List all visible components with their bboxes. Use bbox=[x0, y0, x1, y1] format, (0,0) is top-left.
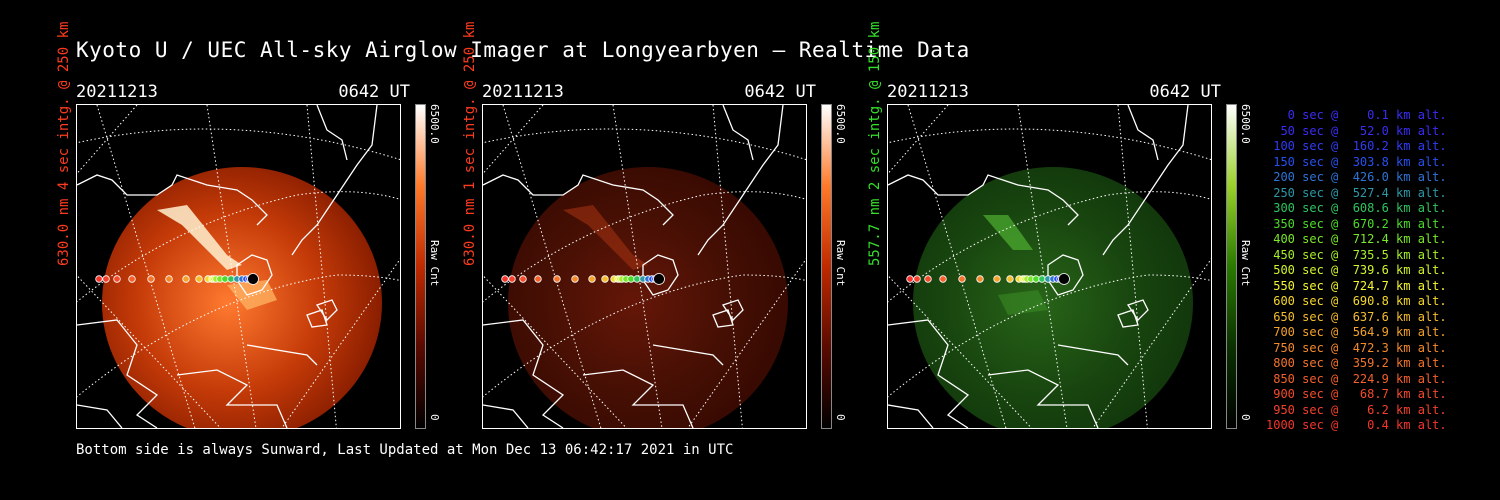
trajectory-point bbox=[519, 275, 527, 283]
allsky-map bbox=[887, 104, 1212, 429]
map-graticule bbox=[483, 105, 806, 428]
coastlines bbox=[77, 105, 378, 428]
page-title: Kyoto U / UEC All-sky Airglow Imager at … bbox=[76, 38, 970, 62]
colorbar bbox=[415, 104, 426, 429]
panel-time: 0642 UT bbox=[1149, 82, 1221, 102]
trajectory-point bbox=[534, 275, 542, 283]
allsky-field bbox=[913, 167, 1193, 428]
trajectory-point bbox=[102, 275, 110, 283]
legend-row: 950 sec @ 6.2 km alt. bbox=[1266, 402, 1447, 417]
colorbar-min: 0 bbox=[1239, 414, 1252, 421]
map-graticule bbox=[77, 105, 400, 428]
legend-row: 900 sec @ 68.7 km alt. bbox=[1266, 387, 1447, 401]
legend-row: 0 sec @ 0.1 km alt. bbox=[1266, 108, 1447, 122]
allsky-image bbox=[888, 105, 1211, 428]
colorbar-max: 6500.0 bbox=[1239, 104, 1252, 144]
trajectory-point bbox=[113, 275, 121, 283]
colorbar-max: 6500.0 bbox=[834, 104, 847, 144]
trajectory-point bbox=[195, 275, 203, 283]
trajectory bbox=[501, 273, 665, 285]
trajectory-point bbox=[571, 275, 579, 283]
aurora-patch bbox=[227, 280, 277, 310]
allsky-image bbox=[77, 105, 400, 428]
trajectory-point bbox=[906, 275, 914, 283]
legend-row: 100 sec @ 160.2 km alt. bbox=[1266, 139, 1447, 153]
legend-row: 400 sec @ 712.4 km alt. bbox=[1266, 232, 1447, 246]
trajectory-point bbox=[182, 275, 190, 283]
trajectory-point bbox=[553, 275, 561, 283]
coastlines bbox=[888, 105, 1189, 428]
legend-row: 650 sec @ 637.6 km alt. bbox=[1266, 309, 1447, 324]
aurora-patch bbox=[998, 290, 1048, 315]
trajectory-point bbox=[147, 275, 155, 283]
imager-panel-630nm-4sec: 20211213 0642 UT bbox=[56, 22, 486, 432]
imager-panel-557nm-2sec: 20211213 0642 UT bbox=[867, 22, 1297, 432]
panel-time: 0642 UT bbox=[744, 82, 816, 102]
imager-panel-630nm-1sec: 20211213 0642 UT bbox=[462, 22, 892, 432]
legend-row: 850 sec @ 224.9 km alt. bbox=[1266, 371, 1447, 386]
trajectory-point bbox=[913, 275, 921, 283]
trajectory-point bbox=[501, 275, 509, 283]
legend-row: 300 sec @ 608.6 km alt. bbox=[1266, 201, 1447, 215]
trajectory-legend: 0 sec @ 0.1 km alt. 50 sec @ 52.0 km alt… bbox=[1266, 108, 1447, 434]
trajectory-point bbox=[95, 275, 103, 283]
colorbar-max: 6500.0 bbox=[428, 104, 441, 144]
legend-row: 350 sec @ 670.2 km alt. bbox=[1266, 216, 1447, 231]
allsky-image bbox=[483, 105, 806, 428]
panel-wavelength-label: 630.0 nm 1 sec intg. @ 250 km bbox=[462, 21, 478, 266]
panel-date: 20211213 bbox=[76, 82, 158, 102]
allsky-map bbox=[482, 104, 807, 429]
legend-row: 150 sec @ 303.8 km alt. bbox=[1266, 154, 1447, 169]
colorbar-unit: Raw Cnt bbox=[428, 240, 441, 287]
colorbar bbox=[821, 104, 832, 429]
panel-date: 20211213 bbox=[482, 82, 564, 102]
allsky-map bbox=[76, 104, 401, 429]
trajectory-point bbox=[958, 275, 966, 283]
panel-date: 20211213 bbox=[887, 82, 969, 102]
trajectory-point bbox=[939, 275, 947, 283]
trajectory-point bbox=[924, 275, 932, 283]
legend-row: 50 sec @ 52.0 km alt. bbox=[1266, 123, 1447, 138]
trajectory-point bbox=[976, 275, 984, 283]
trajectory-point bbox=[588, 275, 596, 283]
legend-row: 600 sec @ 690.8 km alt. bbox=[1266, 294, 1447, 308]
colorbar-min: 0 bbox=[428, 414, 441, 421]
legend-row: 800 sec @ 359.2 km alt. bbox=[1266, 356, 1447, 370]
colorbar-unit: Raw Cnt bbox=[834, 240, 847, 287]
legend-row: 550 sec @ 724.7 km alt. bbox=[1266, 278, 1447, 293]
map-graticule bbox=[888, 105, 1211, 428]
panel-time: 0642 UT bbox=[338, 82, 410, 102]
legend-row: 450 sec @ 735.5 km alt. bbox=[1266, 247, 1447, 262]
footer-update-note: Bottom side is always Sunward, Last Upda… bbox=[76, 442, 734, 458]
allsky-field bbox=[508, 167, 788, 428]
trajectory-point bbox=[1058, 273, 1070, 285]
trajectory bbox=[95, 273, 259, 285]
trajectory-point bbox=[247, 273, 259, 285]
panel-wavelength-label: 630.0 nm 4 sec intg. @ 250 km bbox=[56, 21, 72, 266]
trajectory-point bbox=[993, 275, 1001, 283]
colorbar-unit: Raw Cnt bbox=[1239, 240, 1252, 287]
colorbar-min: 0 bbox=[834, 414, 847, 421]
trajectory-point bbox=[508, 275, 516, 283]
trajectory-point bbox=[653, 273, 665, 285]
legend-row: 500 sec @ 739.6 km alt. bbox=[1266, 263, 1447, 277]
trajectory-point bbox=[601, 275, 609, 283]
trajectory-point bbox=[128, 275, 136, 283]
legend-row: 1000 sec @ 0.4 km alt. bbox=[1266, 418, 1447, 432]
trajectory bbox=[906, 273, 1070, 285]
trajectory-point bbox=[165, 275, 173, 283]
panel-wavelength-label: 557.7 nm 2 sec intg. @ 150 km bbox=[867, 21, 883, 266]
legend-row: 250 sec @ 527.4 km alt. bbox=[1266, 185, 1447, 200]
colorbar bbox=[1226, 104, 1237, 429]
aurora-arc bbox=[157, 205, 242, 270]
legend-row: 200 sec @ 426.0 km alt. bbox=[1266, 170, 1447, 184]
coastlines bbox=[483, 105, 784, 428]
aurora-arc bbox=[563, 205, 648, 270]
legend-row: 750 sec @ 472.3 km alt. bbox=[1266, 340, 1447, 355]
trajectory-point bbox=[1006, 275, 1014, 283]
aurora-arc bbox=[983, 215, 1033, 250]
legend-row: 700 sec @ 564.9 km alt. bbox=[1266, 325, 1447, 339]
